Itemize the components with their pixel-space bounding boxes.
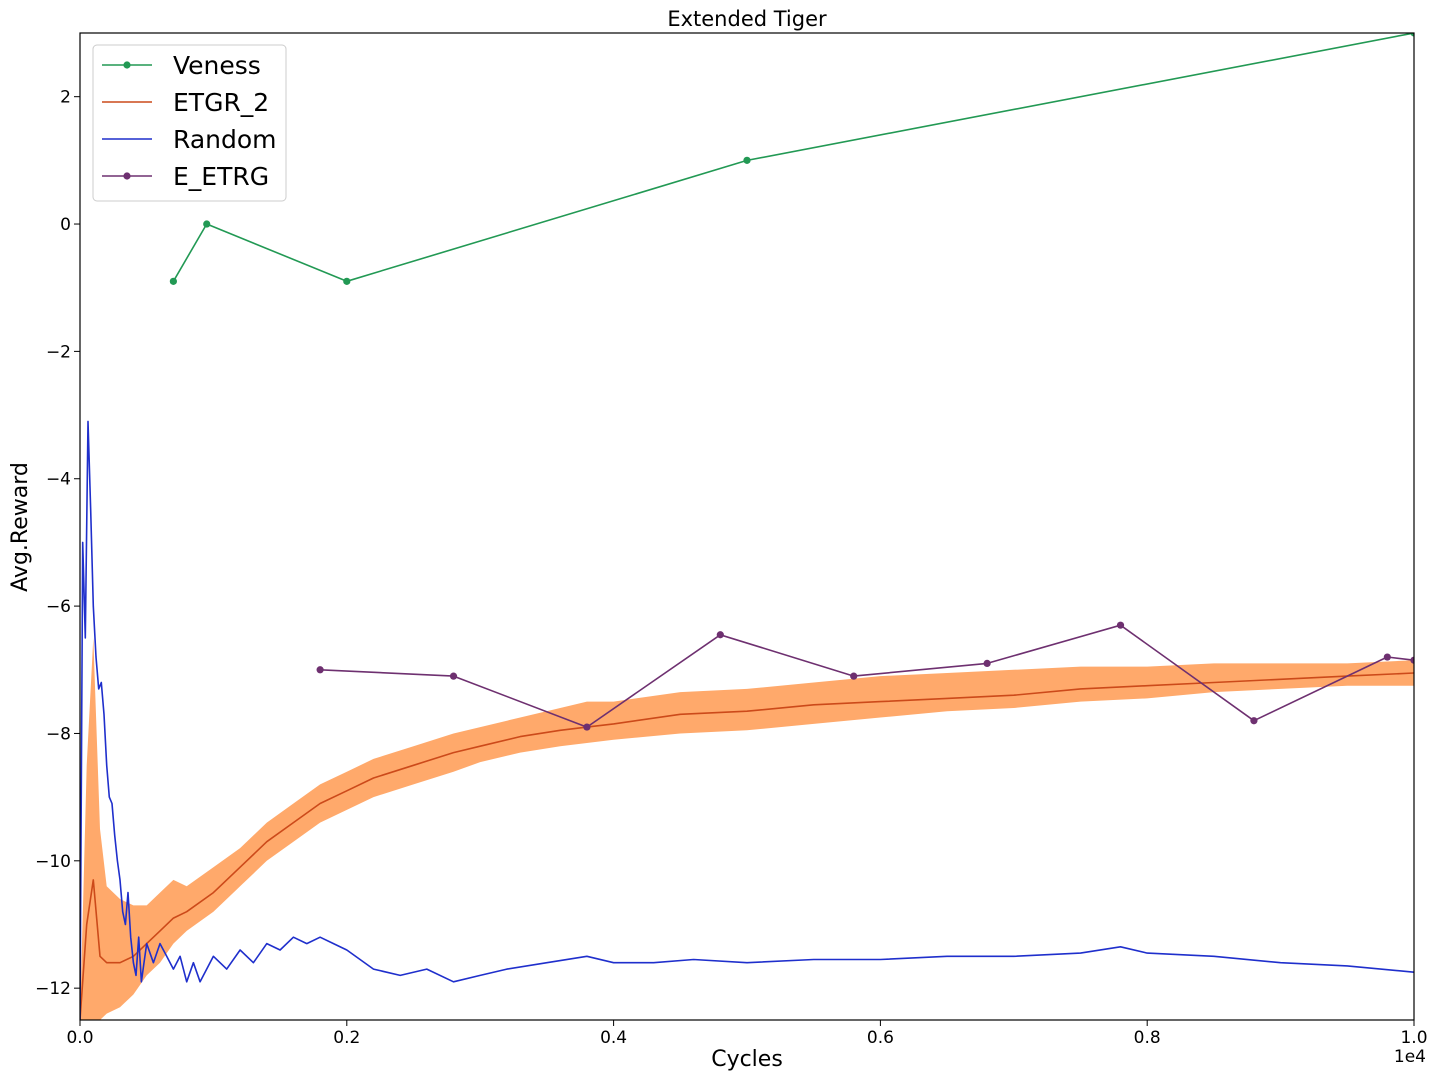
y-tick-label: −8: [46, 724, 71, 744]
y-axis-label: Avg.Reward: [8, 462, 33, 592]
e-etrg-point: [316, 666, 324, 674]
veness-point: [169, 277, 177, 285]
chart-title: Extended Tiger: [667, 7, 827, 31]
y-tick-label: −6: [46, 597, 71, 617]
plot-area: [80, 33, 1414, 1020]
veness-point: [1410, 33, 1414, 37]
e-etrg-legend-marker: [123, 172, 131, 180]
veness-legend-label: Veness: [173, 51, 261, 80]
x-axis: 0.0 0.2 0.4 0.6 0.8 1.0: [66, 1020, 1428, 1048]
y-tick-label: −10: [35, 852, 71, 872]
veness-point: [743, 156, 751, 164]
legend: Veness ETGR_2 Random E_ETRG: [92, 44, 287, 202]
y-tick-label: −2: [46, 342, 71, 362]
etgr-2-legend-label: ETGR_2: [173, 88, 269, 117]
veness-legend-marker: [123, 61, 131, 69]
x-tick-label: 1.0: [1400, 1028, 1427, 1048]
e-etrg-point: [583, 723, 591, 731]
e-etrg-point: [1250, 717, 1258, 725]
veness-point: [203, 220, 211, 228]
y-tick-label: −4: [46, 470, 71, 490]
e-etrg-point: [449, 672, 458, 680]
x-tick-label: 0.2: [333, 1028, 360, 1048]
e-etrg-point: [1116, 621, 1125, 629]
y-tick-label: 0: [60, 215, 71, 235]
x-tick-label: 0.6: [867, 1028, 894, 1048]
e-etrg-point: [716, 631, 724, 639]
y-tick-label: −12: [35, 979, 71, 999]
y-axis: −12 −10 −8 −6 −4 −2 0 2: [35, 88, 80, 999]
veness-point: [343, 277, 351, 285]
x-tick-label: 0.0: [66, 1028, 93, 1048]
x-axis-label: Cycles: [711, 1047, 783, 1072]
e-etrg-point: [1383, 653, 1391, 661]
x-tick-label: 0.8: [1134, 1028, 1161, 1048]
e-etrg-point: [983, 659, 991, 668]
e-etrg-point: [1410, 656, 1414, 664]
e-etrg-point: [850, 672, 858, 680]
etgr-2-band: [80, 637, 1414, 1020]
e-etrg-line: [320, 624, 1414, 728]
legend-box: [92, 44, 287, 202]
y-tick-label: 2: [60, 88, 71, 108]
veness-line: [172, 33, 1414, 283]
x-offset-label: 1e4: [1394, 1047, 1426, 1067]
axes-frame: [79, 32, 1415, 1021]
random-line: [80, 420, 1414, 1020]
random-legend-label: Random: [173, 125, 277, 154]
e-etrg-legend-label: E_ETRG: [173, 162, 269, 191]
x-tick-label: 0.4: [600, 1028, 627, 1048]
